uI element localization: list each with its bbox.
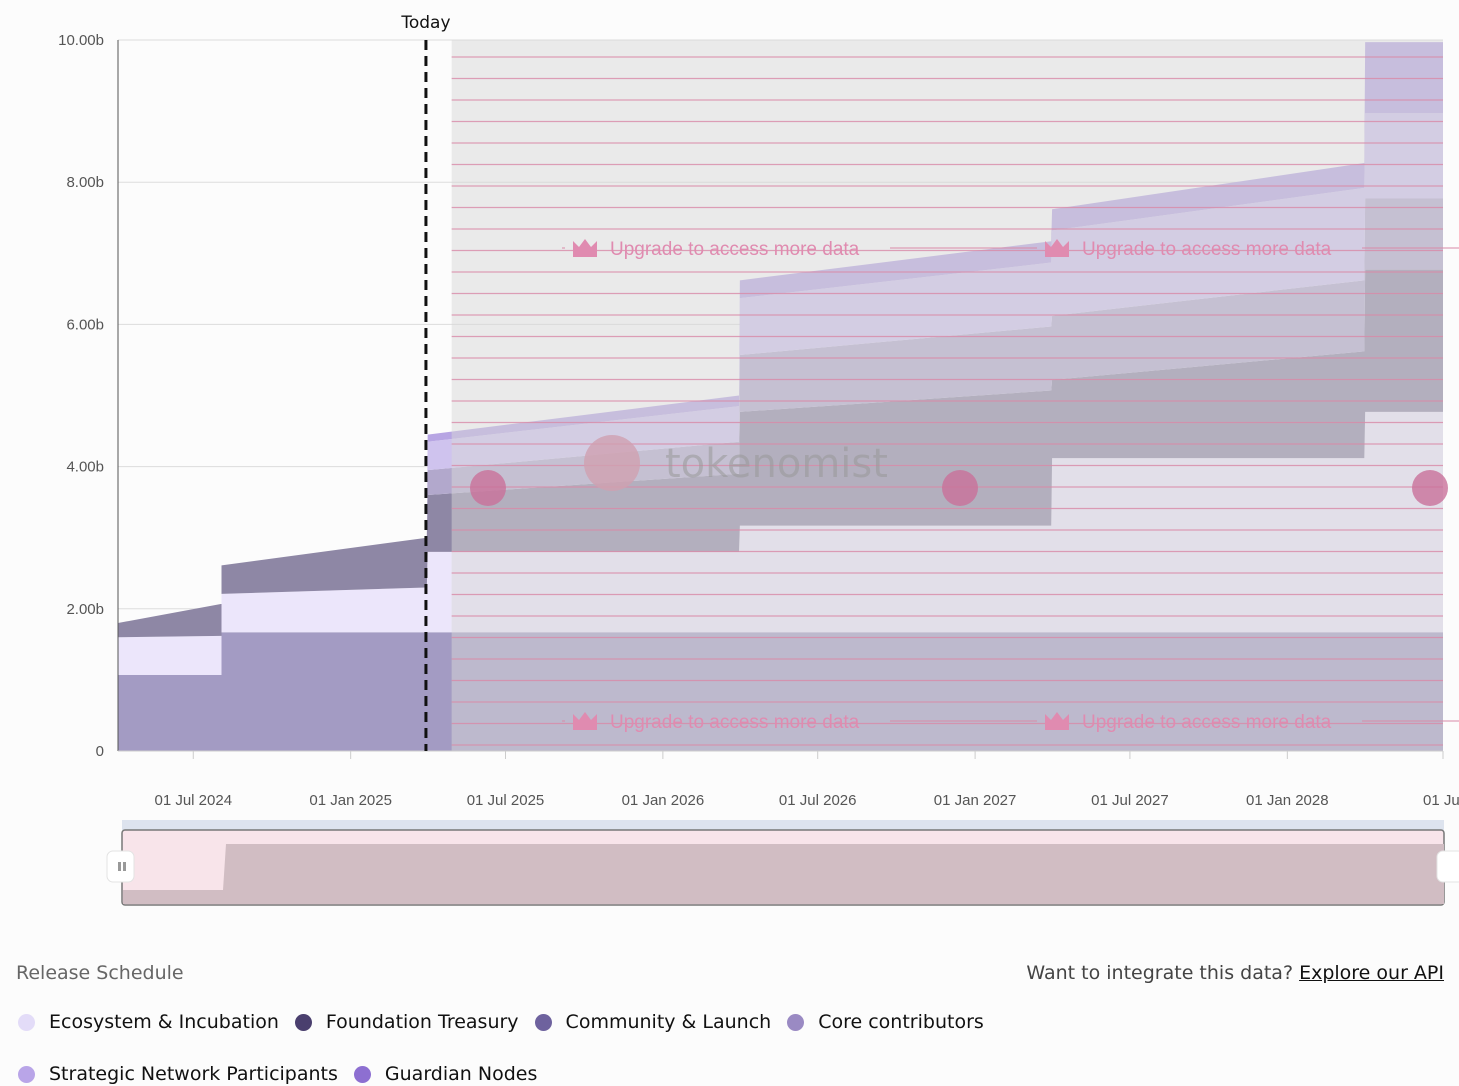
release-schedule-chart: 0 2.00b 4.00b 6.00b 8.00b 10.00b Upgrade to ac… xyxy=(58,13,1459,906)
y-tick-label: 6.00b xyxy=(66,316,104,333)
upgrade-label: Upgrade to access more data xyxy=(610,239,860,260)
y-tick-label: 2.00b xyxy=(66,601,104,618)
watermark-logo-icon xyxy=(584,435,640,491)
x-tick-label: 01 Jan 2028 xyxy=(1246,792,1329,809)
upgrade-label: Upgrade to access more data xyxy=(610,712,860,733)
watermark-logo-icon xyxy=(470,470,506,506)
y-tick-label: 10.00b xyxy=(58,32,104,49)
y-tick-label: 4.00b xyxy=(66,459,104,476)
x-tick-label: 01 Jul 2026 xyxy=(779,792,857,809)
grip-icon xyxy=(123,862,126,871)
x-tick-label: 01 Jul 2027 xyxy=(1091,792,1169,809)
legend-item[interactable]: Strategic Network Participants xyxy=(18,1062,338,1086)
legend-item[interactable]: Community & Launch xyxy=(534,1010,772,1034)
legend-item[interactable]: Guardian Nodes xyxy=(353,1062,538,1086)
legend-dot xyxy=(18,1065,35,1083)
crown-icon xyxy=(1045,239,1069,257)
y-tick-label: 8.00b xyxy=(66,174,104,191)
legend-dot xyxy=(294,1013,312,1031)
legend-label: Ecosystem & Incubation xyxy=(49,1011,279,1033)
watermark-logo-icon xyxy=(942,470,978,506)
crown-icon xyxy=(573,712,597,730)
x-tick-label: 01 Jan 2027 xyxy=(934,792,1017,809)
x-tick-label: 01 Jul 2025 xyxy=(467,792,545,809)
legend-label: Guardian Nodes xyxy=(384,1063,538,1085)
navigator-handle-right[interactable] xyxy=(1436,850,1459,883)
legend-dot xyxy=(18,1013,35,1031)
watermark-text: tokenomist xyxy=(665,441,888,487)
x-tick-label: 01 Jul xyxy=(1423,792,1459,809)
legend-label: Core contributors xyxy=(818,1011,984,1033)
legend-item[interactable]: Core contributors xyxy=(787,1010,984,1034)
legend-label: Foundation Treasury xyxy=(325,1011,519,1033)
watermark-logo-icon xyxy=(1412,470,1448,506)
explore-api-link[interactable]: Explore our API xyxy=(1299,962,1444,984)
legend: Ecosystem & Incubation Foundation Treasu… xyxy=(18,1010,1118,1086)
chart-title: Release Schedule xyxy=(16,962,184,984)
crown-icon xyxy=(573,239,597,257)
upgrade-label: Upgrade to access more data xyxy=(1082,239,1332,260)
y-tick-label: 0 xyxy=(96,743,104,760)
integrate-text: Want to integrate this data? xyxy=(1026,962,1294,984)
legend-dot xyxy=(787,1013,805,1031)
crown-icon xyxy=(1045,712,1069,730)
api-prompt: Want to integrate this data? Explore our… xyxy=(1026,962,1444,984)
legend-label: Community & Launch xyxy=(565,1011,772,1033)
grip-icon xyxy=(118,862,121,871)
navigator-series xyxy=(123,844,1444,904)
x-tick-label: 01 Jan 2025 xyxy=(309,792,392,809)
locked-overlay xyxy=(451,40,1444,751)
legend-item[interactable]: Foundation Treasury xyxy=(294,1010,519,1034)
legend-dot xyxy=(534,1013,552,1031)
x-tick-label: 01 Jan 2026 xyxy=(622,792,705,809)
upgrade-label: Upgrade to access more data xyxy=(1082,712,1332,733)
legend-label: Strategic Network Participants xyxy=(49,1063,338,1085)
legend-item[interactable]: Ecosystem & Incubation xyxy=(18,1010,279,1034)
legend-dot xyxy=(353,1065,371,1083)
x-tick-label: 01 Jul 2024 xyxy=(154,792,232,809)
today-label: Today xyxy=(400,13,450,33)
navigator-scrollbar xyxy=(122,820,1444,830)
